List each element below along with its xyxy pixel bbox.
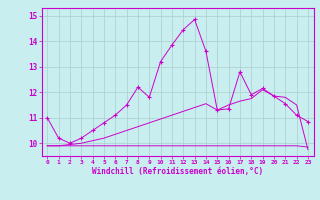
X-axis label: Windchill (Refroidissement éolien,°C): Windchill (Refroidissement éolien,°C): [92, 167, 263, 176]
